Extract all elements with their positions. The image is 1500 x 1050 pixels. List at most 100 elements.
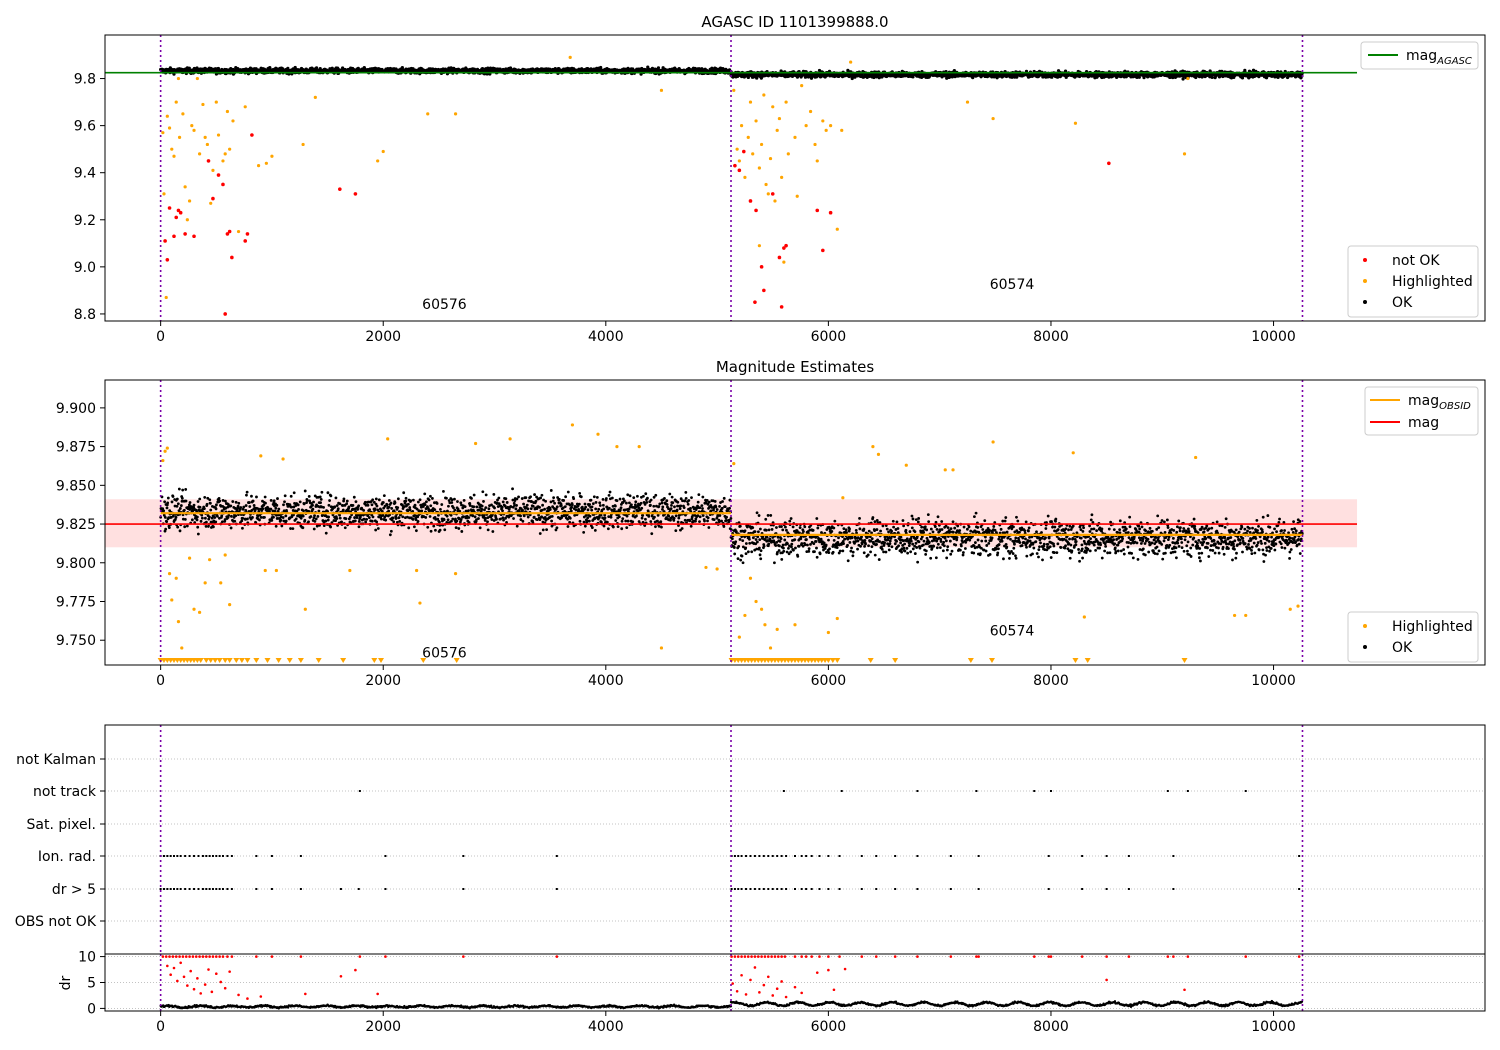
ok-point bbox=[481, 490, 485, 494]
highlighted-point bbox=[991, 116, 995, 121]
not-ok-point bbox=[779, 305, 784, 309]
ok-point bbox=[543, 507, 546, 511]
ok-point bbox=[375, 520, 379, 524]
highlighted-point bbox=[264, 161, 268, 165]
ok-point bbox=[218, 499, 222, 503]
ok-point bbox=[291, 527, 295, 530]
highlighted-point bbox=[766, 192, 770, 196]
ok-point bbox=[423, 492, 427, 496]
ok-point bbox=[371, 498, 375, 502]
ok-point bbox=[236, 504, 240, 508]
ok-point bbox=[527, 499, 530, 503]
ok-point bbox=[613, 504, 617, 508]
ok-point bbox=[336, 507, 340, 511]
ok-point bbox=[177, 487, 181, 491]
ok-point bbox=[230, 514, 233, 518]
ok-point bbox=[620, 527, 624, 531]
highlighted-point bbox=[737, 159, 741, 163]
ok-point bbox=[273, 509, 277, 513]
ok-point bbox=[440, 503, 444, 506]
ok-point bbox=[549, 489, 553, 492]
ok-point bbox=[203, 496, 207, 499]
ok-point bbox=[261, 507, 265, 511]
highlighted-point bbox=[243, 105, 247, 109]
not-ok-point bbox=[759, 265, 764, 269]
ok-point bbox=[170, 500, 174, 504]
ok-point bbox=[229, 504, 233, 508]
ok-point bbox=[353, 519, 357, 523]
ok-point bbox=[538, 505, 541, 509]
ok-point bbox=[566, 517, 570, 521]
ok-point bbox=[438, 520, 441, 524]
ok-point bbox=[345, 499, 349, 503]
ok-point bbox=[381, 501, 385, 504]
ok-point bbox=[283, 494, 287, 498]
ok-point bbox=[184, 488, 188, 491]
ok-point bbox=[450, 501, 454, 504]
ok-point bbox=[357, 504, 361, 508]
highlighted-point bbox=[821, 119, 825, 123]
legend-label: not OK bbox=[1392, 253, 1440, 269]
highlighted-point bbox=[192, 128, 196, 132]
highlighted-point bbox=[1073, 121, 1078, 125]
ok-point bbox=[620, 519, 624, 523]
ok-point bbox=[463, 505, 467, 509]
ok-point bbox=[214, 520, 218, 524]
highlighted-point bbox=[784, 100, 788, 104]
ok-point bbox=[389, 529, 393, 533]
ok-point bbox=[533, 493, 536, 496]
ok-point bbox=[428, 515, 432, 518]
ok-point bbox=[320, 490, 324, 494]
highlighted-point bbox=[808, 109, 813, 114]
ok-point bbox=[493, 506, 496, 510]
ok-point bbox=[593, 529, 597, 532]
ok-point bbox=[453, 497, 456, 501]
highlighted-point bbox=[1186, 76, 1190, 81]
ok-point bbox=[396, 506, 400, 510]
ok-point bbox=[375, 504, 379, 508]
ok-point bbox=[553, 501, 557, 505]
not-ok-point bbox=[230, 255, 234, 260]
ok-point bbox=[526, 515, 530, 519]
highlighted-point bbox=[762, 93, 766, 97]
ok-point bbox=[520, 497, 524, 500]
highlighted-point bbox=[381, 149, 385, 154]
ok-point bbox=[217, 496, 221, 500]
ok-point bbox=[327, 503, 331, 507]
ok-point bbox=[322, 505, 325, 509]
ok-point bbox=[289, 494, 293, 498]
highlighted-point bbox=[162, 192, 166, 196]
ok-point bbox=[183, 525, 187, 529]
ok-point bbox=[231, 500, 235, 503]
ok-point bbox=[207, 515, 211, 519]
ok-point bbox=[200, 516, 204, 520]
y-tick-label: 9.0 bbox=[74, 260, 96, 276]
ok-point bbox=[514, 507, 518, 511]
ok-point bbox=[408, 508, 412, 512]
highlighted-point bbox=[813, 142, 817, 147]
ok-point bbox=[296, 503, 300, 507]
highlighted-point bbox=[164, 295, 168, 300]
ok-point bbox=[251, 499, 255, 503]
highlighted-point bbox=[165, 114, 169, 118]
ok-point bbox=[598, 504, 602, 507]
ok-point bbox=[439, 508, 442, 511]
ok-point bbox=[244, 504, 248, 507]
ok-point bbox=[580, 505, 584, 509]
highlighted-point bbox=[197, 152, 202, 156]
ok-point bbox=[541, 528, 545, 532]
ok-point bbox=[451, 517, 455, 521]
ok-point bbox=[195, 518, 199, 522]
ok-point bbox=[301, 526, 305, 530]
ok-point bbox=[589, 498, 593, 502]
ok-point bbox=[181, 488, 185, 492]
highlighted-point bbox=[214, 100, 218, 104]
ok-point bbox=[591, 502, 595, 506]
ok-point bbox=[578, 491, 582, 495]
ok-point bbox=[621, 517, 625, 521]
ok-point bbox=[284, 514, 288, 518]
ok-point bbox=[174, 515, 178, 519]
highlighted-point bbox=[174, 100, 178, 104]
ok-point bbox=[283, 500, 286, 504]
